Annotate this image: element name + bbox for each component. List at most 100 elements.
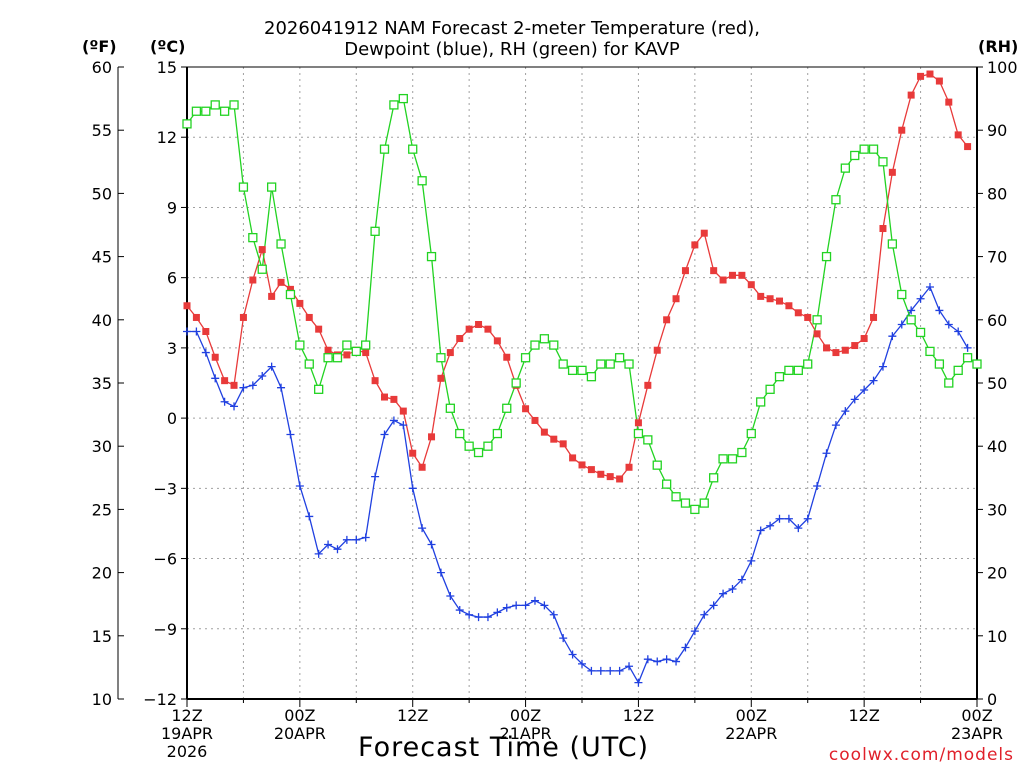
x-tick-label: 2026 <box>167 742 208 761</box>
dewpoint-point <box>446 592 455 601</box>
rh-point <box>925 346 935 357</box>
dewpoint-point <box>850 395 859 404</box>
temperature-point <box>559 440 567 448</box>
rh-point <box>539 334 550 344</box>
dewpoint-point <box>963 343 972 352</box>
temperature-point <box>616 475 624 483</box>
c-tick-label: 3 <box>167 339 177 358</box>
temperature-point <box>465 325 473 333</box>
rh-point <box>389 100 399 110</box>
dewpoint-point <box>897 320 906 329</box>
temperature-point <box>672 295 680 303</box>
temperature-point <box>522 405 530 413</box>
f-tick-label: 35 <box>92 374 112 393</box>
c-tick-label: 0 <box>167 409 177 428</box>
rh-point <box>671 492 681 502</box>
rh-point <box>624 359 634 369</box>
rh-point <box>473 447 484 458</box>
dewpoint-point <box>747 556 756 565</box>
dewpoint-point <box>925 283 934 292</box>
rh-point <box>398 93 408 104</box>
f-tick-label: 40 <box>92 311 112 330</box>
temperature-point <box>230 381 238 389</box>
rh-line <box>186 97 978 511</box>
temperature-point <box>569 454 577 462</box>
c-tick-label: −6 <box>153 550 177 569</box>
dewpoint-point <box>944 320 953 329</box>
dewpoint-point <box>267 362 276 371</box>
temperature-point <box>446 349 454 357</box>
x-tick-label: 21APR <box>500 724 552 743</box>
rh-tick-label: 80 <box>987 184 1007 203</box>
rh-unit-label: (RH) <box>978 37 1019 56</box>
dewpoint-point <box>775 514 784 523</box>
rh-point <box>257 264 267 274</box>
c-tick-label: −12 <box>143 690 177 709</box>
temperature-point <box>926 70 934 78</box>
temperature-point <box>785 302 793 310</box>
dewpoint-point <box>530 596 539 605</box>
rh-tick-label: 60 <box>987 311 1007 330</box>
temperature-point <box>663 316 671 324</box>
rh-point <box>793 365 803 376</box>
dewpoint-point <box>502 603 511 612</box>
dewpoint-point <box>653 657 662 666</box>
rh-point <box>633 428 644 439</box>
rh-point <box>455 428 465 439</box>
temperature-point <box>644 381 652 389</box>
dewpoint-point <box>587 666 596 675</box>
rh-point <box>549 340 559 350</box>
temperature-point <box>343 351 351 359</box>
x-tick-label: 23APR <box>951 724 1003 743</box>
chart-title-line1: 2026041912 NAM Forecast 2-meter Temperat… <box>264 18 760 39</box>
temperature-point <box>277 278 285 286</box>
f-tick-label: 45 <box>92 248 112 267</box>
dewpoint-point <box>954 327 963 336</box>
rh-point <box>868 144 879 154</box>
c-tick-label: 12 <box>157 128 177 147</box>
dewpoint-point <box>935 306 944 315</box>
rh-point <box>859 144 869 154</box>
temperature-point <box>399 407 407 415</box>
temperature-point <box>296 299 304 307</box>
rh-point <box>661 479 672 489</box>
temperature-point <box>700 229 708 237</box>
rh-point <box>887 239 898 249</box>
dewpoint-point <box>399 421 408 430</box>
dewpoint-point <box>615 666 624 675</box>
chart-title-line2: Dewpoint (blue), RH (green) for KAVP <box>344 39 680 60</box>
temperature-point <box>719 276 727 284</box>
rh-point <box>511 378 521 388</box>
rh-point <box>746 428 756 439</box>
c-tick-label: 15 <box>157 58 177 77</box>
dewpoint-point <box>521 601 530 610</box>
x-axis-title: Forecast Time (UTC) <box>358 732 650 763</box>
f-tick-label: 15 <box>92 627 112 646</box>
temperature-point <box>503 353 511 361</box>
dewpoint-point <box>314 549 323 558</box>
dewpoint-point <box>916 294 925 303</box>
rh-tick-label: 70 <box>987 248 1007 267</box>
dewpoint-point <box>831 421 840 430</box>
dewpoint-line <box>187 285 969 685</box>
dewpoint-point <box>239 383 248 392</box>
temperature-point <box>813 330 821 338</box>
rh-tick-label: 90 <box>987 121 1007 140</box>
temperature-point <box>249 276 257 284</box>
temperature-point <box>917 72 925 80</box>
rh-point <box>774 372 785 382</box>
temperature-point <box>578 461 586 469</box>
temperature-point <box>851 342 859 350</box>
temperature-point <box>794 309 802 317</box>
dewpoint-point <box>342 535 351 544</box>
rh-tick-label: 20 <box>987 564 1007 583</box>
temperature-point <box>653 346 661 354</box>
temperature-point <box>493 337 501 345</box>
celsius-unit-label: (ºC) <box>150 37 186 56</box>
temperature-point <box>757 292 765 300</box>
rh-point <box>201 106 211 116</box>
rh-point <box>680 498 691 508</box>
rh-point <box>915 327 926 338</box>
temperature-point <box>202 328 210 336</box>
rh-point <box>182 119 192 129</box>
